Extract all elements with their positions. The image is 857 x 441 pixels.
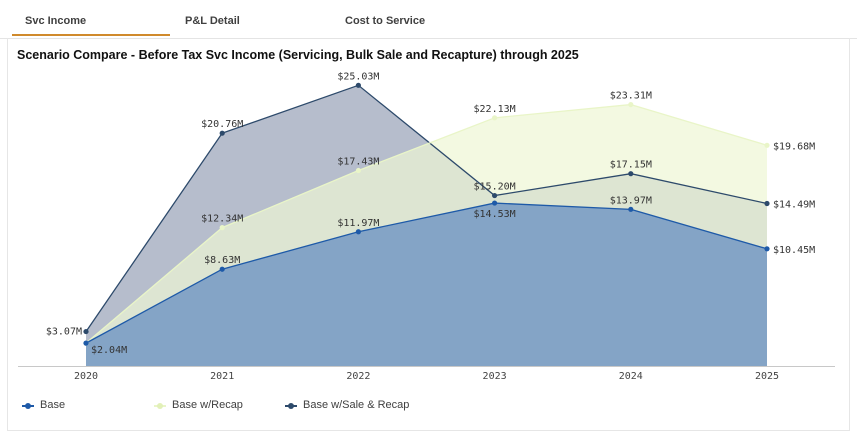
data-label-base-w-sale-recap-2021: $20.76M: [201, 119, 243, 130]
data-label-base-w-recap-2025: $19.68M: [773, 141, 815, 152]
point-base-w-sale-recap-2025[interactable]: [764, 200, 770, 207]
point-base-w-sale-recap-2024[interactable]: [628, 171, 634, 177]
point-base-w-recap-2023[interactable]: [492, 115, 498, 121]
point-base-2023[interactable]: [492, 200, 498, 206]
data-label-base-2020: $2.04M: [91, 345, 127, 356]
tab-svc-income[interactable]: Svc Income: [12, 0, 170, 36]
point-base-w-recap-2021[interactable]: [219, 225, 225, 231]
chart-panel: [7, 38, 850, 431]
point-base-2022[interactable]: [355, 229, 361, 235]
x-tick-label-2021: 2021: [210, 371, 234, 382]
point-base-2024[interactable]: [628, 206, 634, 212]
point-base-w-sale-recap-2022[interactable]: [355, 82, 361, 88]
area-base: [86, 203, 767, 366]
data-label-base-2021: $8.63M: [204, 255, 240, 266]
legend-swatch-base: [22, 401, 34, 411]
point-base-w-sale-recap-2021[interactable]: [219, 130, 225, 136]
point-base-w-recap-2022[interactable]: [355, 167, 361, 174]
x-tick-label-2020: 2020: [74, 371, 98, 382]
point-base-w-recap-2024[interactable]: [628, 101, 634, 108]
data-label-base-w-recap-2022: $17.43M: [337, 157, 379, 168]
data-label-base-2023: $14.53M: [474, 209, 516, 220]
x-tick-label-2024: 2024: [619, 371, 643, 382]
legend-swatch-base-recap: [154, 401, 166, 411]
data-label-base-w-sale-recap-2024: $17.15M: [610, 160, 652, 171]
point-base-w-sale-recap-2020[interactable]: [83, 328, 89, 335]
x-tick-label-2023: 2023: [483, 371, 507, 382]
x-tick-label-2025: 2025: [755, 371, 779, 382]
line-base: [85, 202, 768, 344]
legend-swatch-base-sale-recap: [285, 401, 297, 411]
tab-bar: Svc Income P&L Detail Cost to Service: [0, 0, 857, 39]
line-base-w-recap: [85, 103, 768, 344]
tab-cost-to-service[interactable]: Cost to Service: [345, 15, 426, 27]
data-label-base-2024: $13.97M: [610, 195, 652, 206]
point-base-w-sale-recap-2023[interactable]: [492, 192, 498, 199]
data-label-base-w-sale-recap-2023: $15.20M: [474, 182, 516, 193]
line-base-w-sale-recap: [85, 84, 768, 332]
point-base-2021[interactable]: [219, 266, 225, 272]
point-base-2020[interactable]: [83, 340, 89, 346]
data-label-base-w-recap-2021: $12.34M: [201, 214, 243, 225]
tab-pl-detail[interactable]: P&L Detail: [185, 15, 240, 27]
data-label-base-w-recap-2024: $23.31M: [610, 91, 652, 102]
data-label-base-w-sale-recap-2022: $25.03M: [337, 71, 379, 82]
data-label-base-2025: $10.45M: [773, 245, 815, 256]
legend-label-base-sale-recap: Base w/Sale & Recap: [303, 399, 410, 411]
data-label-base-w-recap-2023: $22.13M: [474, 104, 516, 115]
chart-title: Scenario Compare - Before Tax Svc Income…: [17, 48, 579, 62]
data-label-base-w-sale-recap-2020: $3.07M: [46, 327, 82, 338]
point-base-2025[interactable]: [764, 246, 770, 252]
data-label-base-2022: $11.97M: [337, 218, 379, 229]
legend-label-base-recap: Base w/Recap: [172, 399, 243, 411]
x-tick-label-2022: 2022: [346, 371, 370, 382]
point-base-w-recap-2025[interactable]: [764, 142, 770, 148]
legend-label-base: Base: [40, 399, 66, 411]
data-label-base-w-sale-recap-2025: $14.49M: [773, 200, 815, 211]
